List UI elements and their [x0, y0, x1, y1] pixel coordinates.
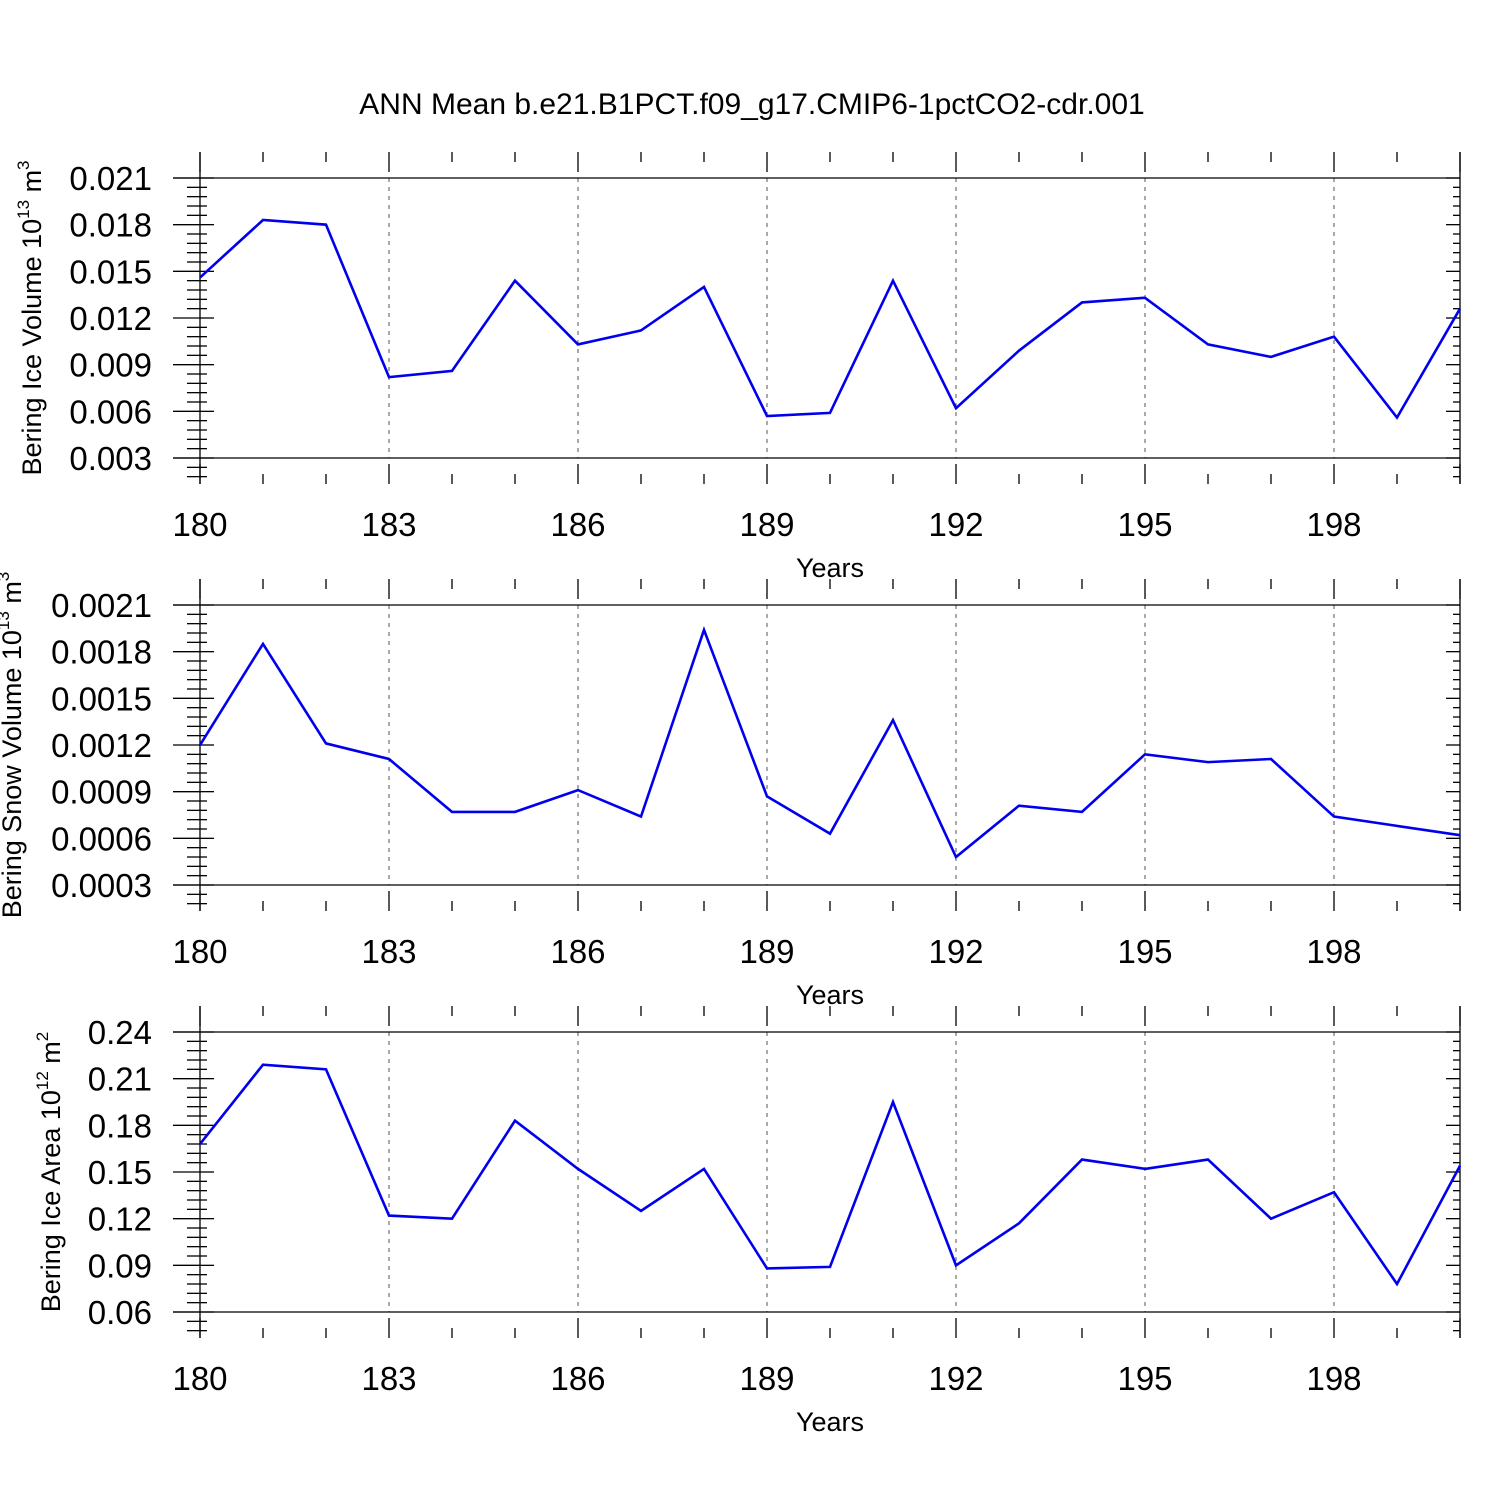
y-tick-label-0.0015: 0.0015	[51, 680, 152, 717]
y-axis-title: Bering Snow Volume 1013 m3	[0, 572, 27, 919]
y-tick-label-0.015: 0.015	[69, 253, 152, 290]
y-tick-label-0.003: 0.003	[69, 440, 152, 477]
x-tick-label-180: 180	[172, 1360, 227, 1397]
x-tick-label-192: 192	[928, 1360, 983, 1397]
y-tick-label-0.15: 0.15	[88, 1154, 152, 1191]
y-axis-title-superscript: 2	[33, 1032, 52, 1041]
x-tick-label-195: 195	[1117, 933, 1172, 970]
y-tick-label-0.0021: 0.0021	[51, 587, 152, 624]
y-tick-label-0.12: 0.12	[88, 1201, 152, 1238]
y-tick-label-0.018: 0.018	[69, 207, 152, 244]
y-tick-label-0.24: 0.24	[88, 1014, 152, 1051]
y-axis-title-text: m	[17, 170, 47, 200]
y-tick-label-0.0009: 0.0009	[51, 774, 152, 811]
x-tick-label-198: 198	[1306, 933, 1361, 970]
x-axis-title: Years	[796, 980, 864, 1010]
y-axis-title-superscript: 3	[0, 572, 13, 581]
x-tick-label-198: 198	[1306, 506, 1361, 543]
y-tick-label-0.0003: 0.0003	[51, 867, 152, 904]
x-tick-label-183: 183	[361, 1360, 416, 1397]
y-tick-label-0.021: 0.021	[69, 160, 152, 197]
panel-3: 0.06 0.09 0.12 0.15 0.18 0.21 0.24 180 183 186 189…	[33, 1006, 1460, 1437]
y-axis-title: Bering Ice Area 1012 m2	[33, 1032, 66, 1313]
x-tick-label-189: 189	[739, 1360, 794, 1397]
x-tick-label-183: 183	[361, 933, 416, 970]
x-tick-label-195: 195	[1117, 1360, 1172, 1397]
y-axis-title-superscript: 13	[14, 200, 33, 219]
y-axis-title-text: m	[36, 1041, 66, 1071]
x-tick-label-198: 198	[1306, 1360, 1361, 1397]
x-tick-label-195: 195	[1117, 506, 1172, 543]
y-tick-label-0.0012: 0.0012	[51, 727, 152, 764]
y-axis-title-superscript: 12	[33, 1071, 52, 1090]
y-tick-label-0.009: 0.009	[69, 347, 152, 384]
y-axis-title-text: m	[0, 581, 27, 611]
x-tick-label-180: 180	[172, 506, 227, 543]
y-tick-label-0.09: 0.09	[88, 1247, 152, 1284]
figure-title: ANN Mean b.e21.B1PCT.f09_g17.CMIP6-1pctC…	[359, 88, 1144, 121]
x-tick-label-186: 186	[550, 933, 605, 970]
y-tick-label-0.012: 0.012	[69, 300, 152, 337]
x-axis-title: Years	[796, 553, 864, 583]
x-tick-label-192: 192	[928, 506, 983, 543]
y-tick-label-0.0018: 0.0018	[51, 634, 152, 671]
y-axis-title: Bering Ice Volume 1013 m3	[14, 160, 47, 475]
panel-1: 0.003 0.006 0.009 0.012 0.015 0.018 0.021 180 18…	[14, 152, 1460, 583]
panel-2: 0.0003 0.0006 0.0009 0.0012 0.0015 0.0018 0.00…	[0, 572, 1460, 1010]
y-axis-title-text: Bering Snow Volume 10	[0, 630, 27, 918]
y-tick-label-0.06: 0.06	[88, 1294, 152, 1331]
y-tick-label-0.0006: 0.0006	[51, 820, 152, 857]
y-tick-label-0.18: 0.18	[88, 1107, 152, 1144]
x-tick-label-186: 186	[550, 1360, 605, 1397]
x-tick-label-189: 189	[739, 506, 794, 543]
x-axis-title: Years	[796, 1407, 864, 1437]
y-axis-title-superscript: 3	[14, 160, 33, 169]
y-tick-label-0.006: 0.006	[69, 393, 152, 430]
chart-panels: 0.003 0.006 0.009 0.012 0.015 0.018 0.021 180 18…	[0, 152, 1460, 1437]
y-axis-title-text: Bering Ice Volume 10	[17, 219, 47, 476]
x-tick-label-192: 192	[928, 933, 983, 970]
x-tick-label-189: 189	[739, 933, 794, 970]
x-tick-label-186: 186	[550, 506, 605, 543]
y-axis-title-text: Bering Ice Area 10	[36, 1090, 66, 1312]
x-tick-label-183: 183	[361, 506, 416, 543]
x-tick-label-180: 180	[172, 933, 227, 970]
y-tick-label-0.21: 0.21	[88, 1061, 152, 1098]
y-axis-title-superscript: 13	[0, 611, 13, 630]
